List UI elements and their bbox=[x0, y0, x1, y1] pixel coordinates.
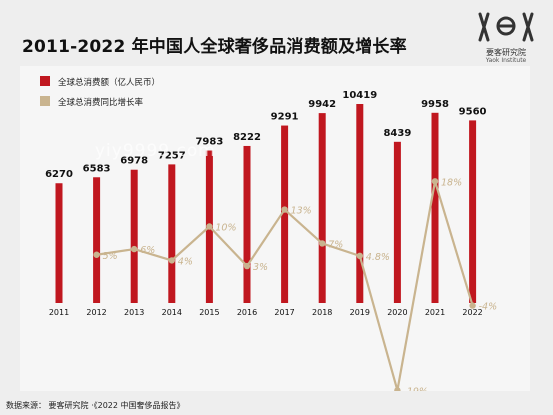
chart-title: 2011-2022 年中国人全球奢侈品消费额及增长率 bbox=[22, 37, 407, 57]
growth-label-2022: -4% bbox=[479, 302, 498, 313]
bar-2013 bbox=[130, 169, 138, 303]
source-note: 数据来源： 要客研究院 ·《2022 中国奢侈品报告》 bbox=[6, 401, 185, 410]
bar-2020 bbox=[393, 141, 401, 303]
bar-value-label-2014: 7257 bbox=[158, 150, 186, 161]
growth-point-2018 bbox=[319, 240, 326, 247]
growth-point-2016 bbox=[243, 262, 251, 270]
growth-label-2016: 3% bbox=[253, 262, 268, 273]
logo-mark-icon bbox=[478, 12, 534, 42]
bar-2022 bbox=[469, 120, 477, 304]
logo-name-en: Yaok Institute bbox=[485, 57, 527, 64]
bar-2016 bbox=[243, 145, 251, 303]
x-tick-label-2017: 2017 bbox=[274, 308, 294, 317]
bar-value-label-2011: 6270 bbox=[45, 169, 73, 180]
chart-background bbox=[20, 66, 530, 391]
x-tick-label-2013: 2013 bbox=[124, 308, 144, 317]
x-tick-label-2020: 2020 bbox=[387, 308, 407, 317]
x-tick-label-2011: 2011 bbox=[49, 308, 69, 317]
bar-value-label-2022: 9560 bbox=[459, 106, 487, 117]
bar-2014 bbox=[168, 164, 176, 303]
growth-point-2021 bbox=[431, 178, 439, 185]
growth-label-2014: 4% bbox=[178, 256, 193, 267]
growth-point-2019 bbox=[356, 252, 363, 260]
x-tick-label-2014: 2014 bbox=[162, 308, 182, 317]
x-tick-label-2016: 2016 bbox=[237, 308, 257, 317]
growth-point-2014 bbox=[168, 257, 175, 264]
bar-value-label-2019: 10419 bbox=[342, 90, 377, 101]
legend-swatch-line bbox=[40, 96, 50, 106]
bar-value-label-2021: 9958 bbox=[421, 99, 449, 110]
bar-value-label-2012: 6583 bbox=[83, 163, 111, 174]
growth-point-2020 bbox=[394, 387, 401, 391]
bar-2018 bbox=[318, 113, 326, 303]
growth-label-2012: 5% bbox=[103, 251, 118, 262]
growth-label-2019: 4.8% bbox=[366, 252, 390, 263]
growth-point-2012 bbox=[93, 251, 100, 258]
chart-panel: 全球总消费额（亿人民币） 全球总消费同比增长率 6270 6583 6978 7257… bbox=[20, 66, 530, 391]
growth-label-2017: 13% bbox=[291, 206, 312, 217]
bar-2017 bbox=[281, 125, 289, 303]
bar-value-label-2020: 8439 bbox=[383, 128, 411, 139]
growth-label-2013: 6% bbox=[140, 245, 155, 256]
yaok-logo bbox=[478, 12, 534, 42]
growth-label-2015: 10% bbox=[215, 223, 236, 234]
growth-point-2013 bbox=[131, 245, 138, 253]
x-tick-label-2012: 2012 bbox=[86, 308, 106, 317]
bar-value-label-2016: 8222 bbox=[233, 132, 261, 143]
growth-point-2017 bbox=[281, 206, 288, 213]
growth-point-2015 bbox=[206, 223, 213, 230]
legend: 全球总消费额（亿人民币） 全球总消费同比增长率 bbox=[40, 76, 160, 108]
x-tick-label-2022: 2022 bbox=[462, 308, 482, 317]
watermark: yiy9999.com bbox=[95, 141, 216, 161]
legend-swatch-bar bbox=[40, 76, 50, 86]
bar-value-label-2018: 9942 bbox=[308, 99, 336, 110]
bar-value-label-2017: 9291 bbox=[271, 112, 299, 123]
bar-value-label-2015: 7983 bbox=[195, 137, 223, 148]
x-tick-label-2019: 2019 bbox=[350, 308, 370, 317]
x-tick-label-2015: 2015 bbox=[199, 308, 219, 317]
logo-name-cn: 要客研究院 bbox=[486, 48, 526, 57]
growth-line-series: 5% 6% 4% 10% 3% 13% 7% 4.8% -19% 18% -4% bbox=[93, 177, 497, 391]
growth-label-2020: -19% bbox=[403, 386, 428, 391]
growth-label-2021: 18% bbox=[441, 177, 462, 188]
bar-value-label-2013: 6978 bbox=[120, 156, 148, 167]
bar-2019 bbox=[356, 103, 364, 303]
x-axis: 2011 2012 2013 2014 2015 2016 2017 2018 2019 2020… bbox=[49, 308, 483, 317]
x-tick-label-2018: 2018 bbox=[312, 308, 332, 317]
legend-label-line: 全球总消费同比增长率 bbox=[58, 97, 144, 108]
growth-label-2018: 7% bbox=[328, 239, 343, 250]
bar-2021 bbox=[431, 112, 439, 303]
legend-label-bar: 全球总消费额（亿人民币） bbox=[58, 77, 160, 88]
bar-2012 bbox=[93, 177, 101, 303]
bar-2011 bbox=[55, 183, 63, 303]
x-tick-label-2021: 2021 bbox=[425, 308, 445, 317]
growth-point-2022 bbox=[469, 302, 476, 309]
